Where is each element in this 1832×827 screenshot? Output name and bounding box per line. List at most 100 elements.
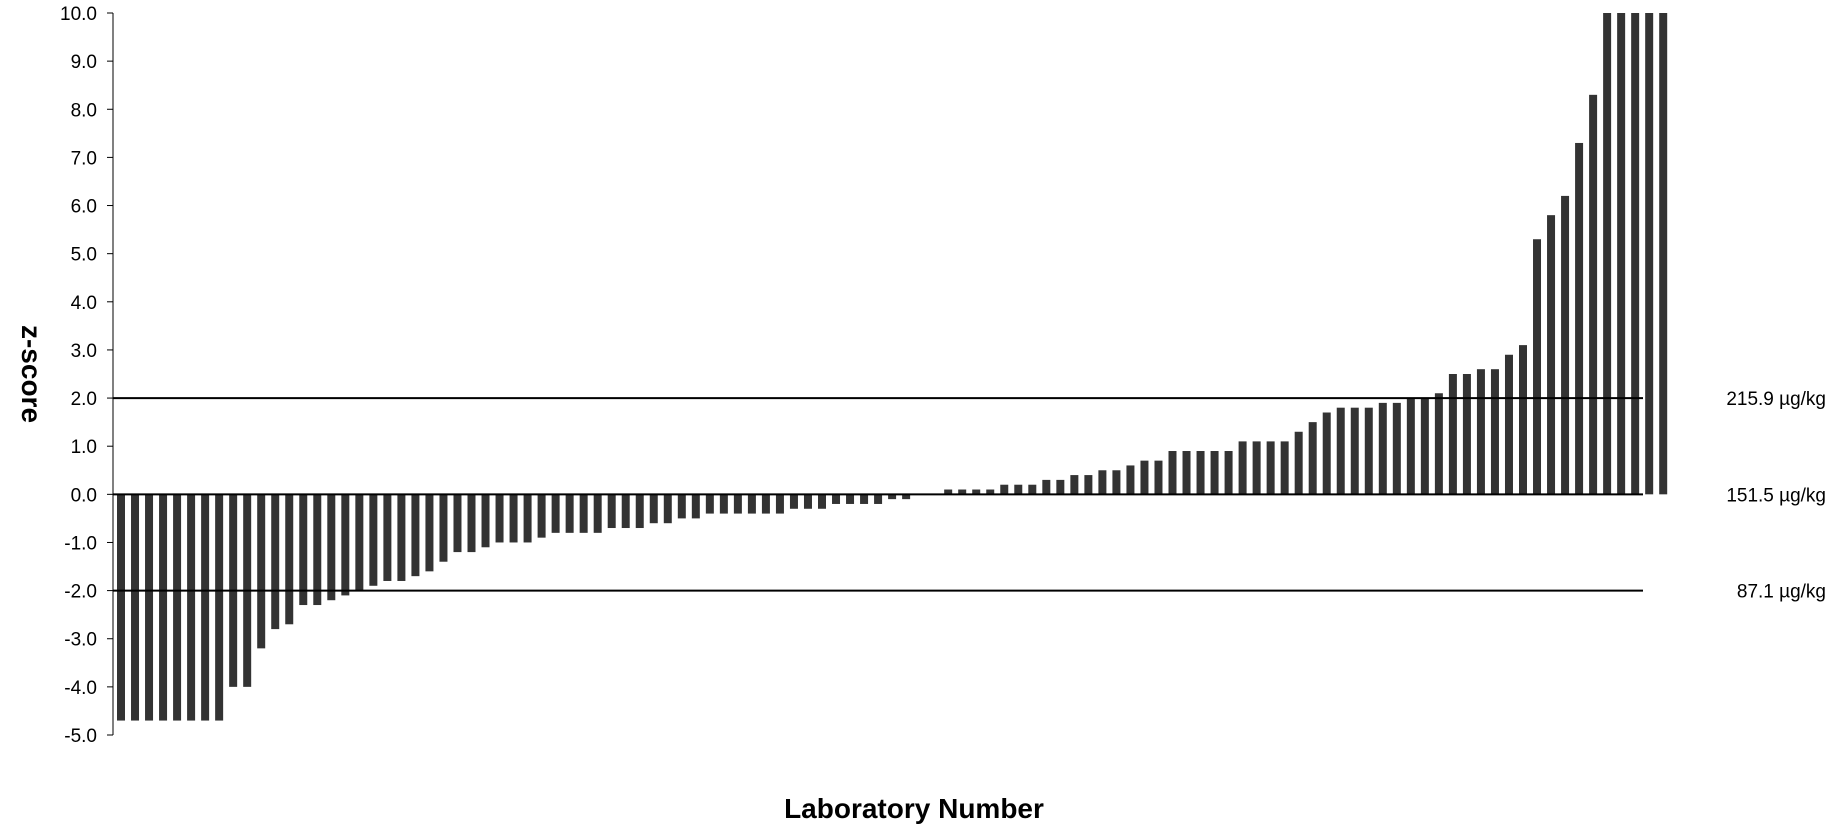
y-tick-label: 9.0 xyxy=(71,52,97,73)
bar xyxy=(467,494,476,553)
bar xyxy=(1238,441,1247,495)
bar xyxy=(832,494,841,504)
reference-label: 87.1 µg/kg xyxy=(1737,582,1826,603)
reference-label: 215.9 µg/kg xyxy=(1726,389,1826,410)
reference-labels: 215.9 µg/kg 151.5 µg/kg 87.1 µg/kg xyxy=(1726,389,1826,603)
y-tick-label: -3.0 xyxy=(64,630,97,651)
bar xyxy=(1000,484,1009,495)
bar xyxy=(1519,345,1527,495)
bar xyxy=(691,494,700,519)
bar xyxy=(1364,407,1373,495)
bar xyxy=(299,494,308,606)
bar xyxy=(1322,412,1331,495)
y-axis-ticks: 10.0 9.0 8.0 7.0 6.0 5.0 4.0 3.0 2.0 1.0 0.0 -1.0 -2… xyxy=(60,4,113,747)
y-tick-label: 10.0 xyxy=(60,4,97,25)
bar xyxy=(495,494,504,543)
bar xyxy=(341,494,350,596)
bar xyxy=(1196,451,1205,495)
bar xyxy=(1014,484,1023,495)
y-tick-label: 1.0 xyxy=(71,437,97,458)
bar xyxy=(1140,460,1149,495)
bar xyxy=(1617,13,1626,495)
bar xyxy=(1084,475,1093,495)
bar xyxy=(1575,142,1584,495)
bar xyxy=(327,494,336,601)
bar xyxy=(803,494,812,509)
bar xyxy=(1631,13,1640,495)
bar xyxy=(677,494,686,519)
bar xyxy=(313,494,322,606)
bar xyxy=(1561,195,1570,495)
bar xyxy=(846,494,855,504)
bar xyxy=(1042,479,1051,495)
bar xyxy=(1406,398,1415,495)
bar xyxy=(481,494,490,548)
y-tick-label: 0.0 xyxy=(71,485,97,506)
bar xyxy=(1168,451,1177,495)
y-tick-label: 2.0 xyxy=(71,389,97,410)
bar xyxy=(1028,484,1037,495)
bar xyxy=(131,494,140,721)
bar xyxy=(761,494,770,514)
bar xyxy=(705,494,714,514)
bar xyxy=(1154,460,1163,495)
bar xyxy=(537,494,546,538)
bar xyxy=(1645,13,1654,495)
bar xyxy=(1392,402,1401,495)
y-tick-label: -5.0 xyxy=(64,726,97,747)
y-axis-title: z-score xyxy=(16,325,47,423)
bar xyxy=(902,494,911,500)
bar xyxy=(187,494,196,721)
bar xyxy=(565,494,574,533)
bar xyxy=(1659,13,1668,495)
bar xyxy=(523,494,532,543)
bar xyxy=(649,494,658,524)
bar xyxy=(145,494,154,721)
bar xyxy=(1490,369,1499,495)
y-tick-label: -2.0 xyxy=(64,582,97,603)
bar xyxy=(411,494,420,577)
bar xyxy=(621,494,630,529)
bar xyxy=(986,489,995,495)
bar xyxy=(453,494,462,553)
bar xyxy=(972,489,981,495)
bar xyxy=(369,494,378,586)
bar xyxy=(355,494,364,591)
y-tick-label: -1.0 xyxy=(64,533,97,554)
y-tick-label: 8.0 xyxy=(71,100,97,121)
bar xyxy=(439,494,448,562)
bar xyxy=(159,494,168,721)
bar xyxy=(1603,13,1612,495)
bar xyxy=(1098,470,1107,495)
bar xyxy=(1420,398,1429,495)
bar xyxy=(775,494,784,514)
bar xyxy=(1112,470,1121,495)
bar xyxy=(1308,422,1317,495)
bar xyxy=(579,494,588,533)
y-tick-label: 3.0 xyxy=(71,341,97,362)
bar xyxy=(1252,441,1261,495)
bar xyxy=(271,494,280,630)
bar xyxy=(509,494,518,543)
bar xyxy=(173,494,182,721)
bar xyxy=(1378,402,1387,495)
y-tick-label: 7.0 xyxy=(71,148,97,169)
bar xyxy=(635,494,644,529)
bar xyxy=(747,494,756,514)
y-tick-label: 4.0 xyxy=(71,293,97,314)
bar xyxy=(860,494,869,504)
bar xyxy=(551,494,560,533)
bar xyxy=(944,489,953,495)
bar xyxy=(425,494,434,572)
bar xyxy=(1126,465,1135,495)
bar xyxy=(1056,479,1065,495)
bar xyxy=(607,494,616,529)
y-tick-label: 6.0 xyxy=(71,197,97,218)
bar xyxy=(383,494,392,581)
bar xyxy=(789,494,798,509)
reference-label: 151.5 µg/kg xyxy=(1726,485,1826,506)
bar xyxy=(888,494,897,500)
bar xyxy=(285,494,294,625)
bar xyxy=(1533,239,1542,495)
bars xyxy=(117,13,1668,721)
